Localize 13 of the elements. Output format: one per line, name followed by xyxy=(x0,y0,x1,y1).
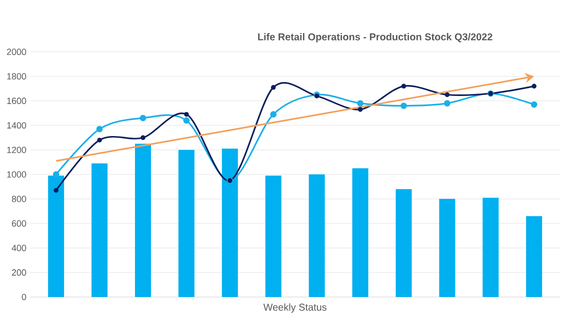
y-tick-label: 800 xyxy=(12,196,26,202)
y-tick-label: 0 xyxy=(22,294,26,300)
chart-title: Life Retail Operations - Production Stock Q3/2022 xyxy=(258,33,492,42)
x-axis-title: Weekly Status xyxy=(263,303,326,313)
y-tick-label: 1200 xyxy=(7,146,26,154)
y-tick-label: 1800 xyxy=(7,73,26,80)
y-tick-label: 1400 xyxy=(7,122,26,129)
y-tick-label: 1000 xyxy=(7,171,26,178)
y-tick-label: 400 xyxy=(12,244,26,252)
y-tick-label: 200 xyxy=(12,269,26,276)
y-tick-label: 2000 xyxy=(6,48,26,56)
y-tick-label: 600 xyxy=(12,220,26,227)
y-tick-label: 1600 xyxy=(7,98,26,104)
